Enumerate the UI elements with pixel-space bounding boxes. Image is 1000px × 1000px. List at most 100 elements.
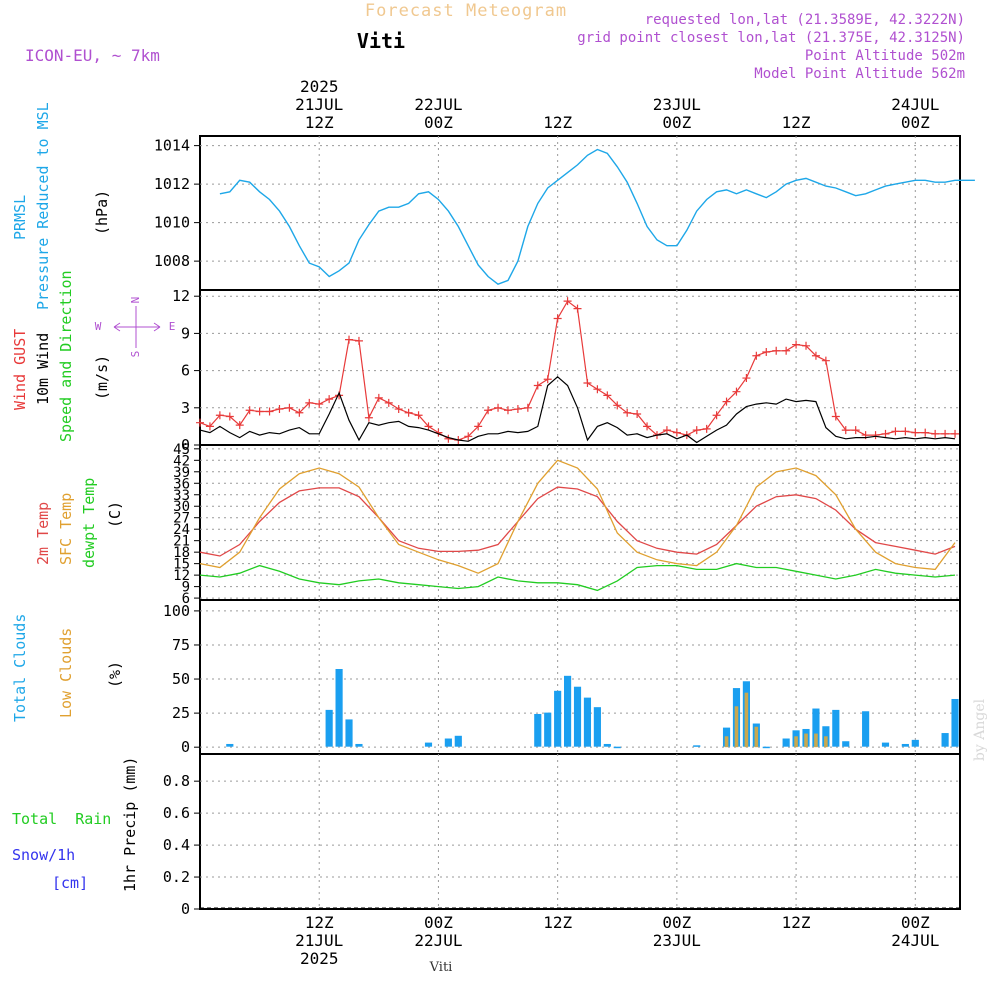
gust-point [752,351,761,360]
total-clouds-bar [812,708,820,747]
wind-speed-dir-label: Speed and Direction [57,270,75,442]
precip-panel: 0 0.2 0.4 0.6 0.8 [163,753,961,918]
model-label: ICON-EU, ~ 7km [25,46,160,65]
total-clouds-bar [325,709,333,747]
precip-tick-label: 0.2 [163,868,190,886]
prmsl-label: PRMSL [11,195,29,240]
gust-point [384,398,393,407]
gust-point [623,408,632,417]
temp-sfc-line [199,459,956,574]
gust-point [831,412,840,421]
gust-point [802,341,811,350]
bottom-axis-label: 12Z [543,913,572,932]
wind-tick-label: 3 [181,399,190,417]
bottom-axis-label: 12Z [305,913,334,932]
temp-2m-line [199,486,956,557]
gust-point [921,428,930,437]
gust-point [851,426,860,435]
model-point-altitude: Model Point Altitude 562m [754,66,965,82]
gust-point [295,408,304,417]
top-axis-label: 2025 [300,77,339,96]
gust-point [722,397,731,406]
top-axis-label: 23JUL [653,95,701,114]
top-axis-label: 12Z [305,113,334,132]
low-clouds-bar [804,733,808,748]
gust-point [345,335,354,344]
clouds-tick-label: 100 [163,602,190,620]
gust-point [285,403,294,412]
gust-point [643,422,652,431]
temp-dewpt-label: dewpt Temp [80,478,98,568]
total-clouds-bar [762,746,770,749]
low-clouds-bar [744,692,749,748]
gust-point [563,297,572,306]
gust-point [891,427,900,436]
total-clouds-bar [862,711,870,747]
temp-tick-label: 24 [173,522,190,538]
clouds-unit-label: (%) [106,661,124,688]
total-clouds-bar [335,669,343,747]
total-clouds-bar [573,686,582,747]
gust-point [712,411,721,420]
gust-point [533,381,542,390]
gust-point [951,429,960,438]
pressure-line [219,148,975,285]
low-clouds-bar [814,733,818,748]
temp-tick-label: 42 [173,453,190,469]
gust-point [732,387,741,396]
gust-point [772,346,781,355]
total-clouds-bar [226,743,234,747]
gust-point [931,429,940,438]
gust-point [354,336,363,345]
total-clouds-bar [534,713,542,747]
gust-point [543,375,552,384]
wind-tick-label: 12 [172,287,190,305]
pressure-tick-label: 1010 [154,214,190,232]
gust-point [901,427,910,436]
low-clouds-bar [824,736,828,748]
temp-2m-label: 2m Temp [34,502,52,565]
precip-frame [199,753,961,910]
gust-point [305,398,314,407]
temp-tick-label: 6 [182,591,190,607]
wind-tick-label: 0 [181,436,190,454]
gust-point [762,348,771,356]
gust-point [225,412,234,421]
gust-point [414,411,423,420]
wind-gust-label: Wind GUST [11,329,29,410]
total-clouds-bar [564,675,572,747]
pressure-unit-label: (hPa) [93,190,111,235]
gust-point [911,428,920,437]
low-clouds-bar [794,736,798,748]
gust-point [235,421,244,430]
top-axis-label: 12Z [543,113,572,132]
clouds-tick-label: 25 [172,704,190,722]
bottom-axis-label: 12Z [782,913,811,932]
temp-tick-label: 39 [173,465,190,481]
precip-tick-label: 0 [181,900,190,918]
low-clouds-bar [724,736,729,748]
gust-point [702,424,711,433]
compass-s: S [129,351,142,358]
gust-point [364,413,373,422]
bottom-axis-label: 00Z [662,913,691,932]
gust-point [881,429,890,438]
location-title: Viti [357,29,405,53]
total-clouds-bar [345,719,353,747]
watermark: by Angel [972,698,988,761]
temp-unit-label: (C) [106,501,124,528]
compass-w: W [95,320,102,333]
requested-coords: requested lon,lat (21.3589E, 42.3222N) [645,12,965,28]
wind-unit-label: (m/s) [93,355,111,400]
total-clouds-bar [881,742,890,747]
total-clouds-bar [842,741,850,747]
gust-point [484,406,493,415]
temp-tick-label: 15 [173,557,190,573]
total-clouds-bar [583,697,592,747]
pressure-tick-label: 1012 [154,175,190,193]
gust-point [633,410,642,418]
gust-point [325,395,334,404]
bottom-axis-label: 00Z [901,913,930,932]
total-clouds-bar [951,698,959,747]
